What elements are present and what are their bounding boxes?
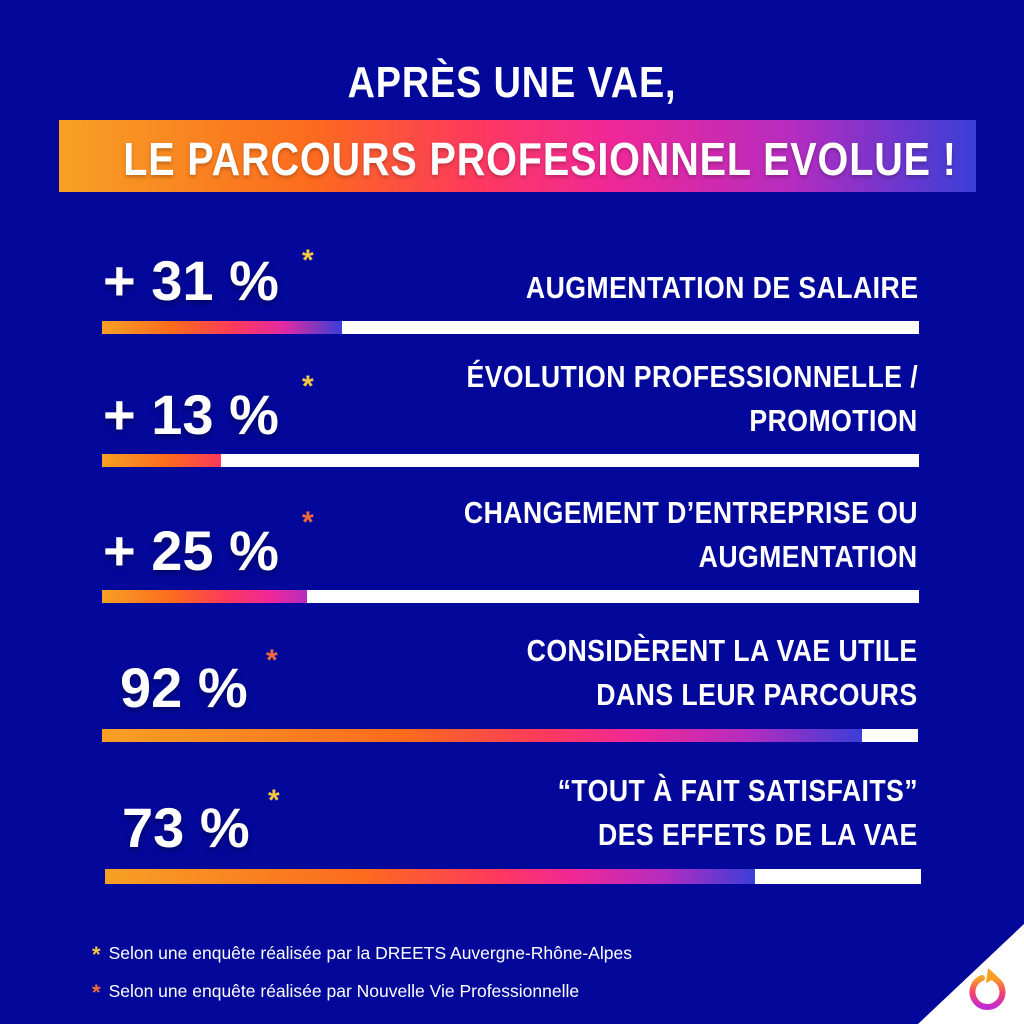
stat-value: 92 % [120, 656, 248, 719]
stat-label: AUGMENTATION DE SALAIRE [525, 270, 918, 305]
stat-label-line-1: “TOUT À FAIT SATISFAITS” [557, 773, 918, 808]
stat-value: + 13 % [103, 383, 279, 446]
progress-fill [102, 590, 307, 603]
stat-label-line-1: CONSIDÈRENT LA VAE UTILE [527, 633, 918, 668]
stat-label-line-2: DANS LEUR PARCOURS [596, 677, 918, 712]
progress-bar [105, 869, 921, 884]
corner-triangle [918, 924, 1024, 1024]
progress-bar [102, 590, 919, 603]
circular-arrow-icon [969, 968, 1006, 1010]
stat-label-line-2: PROMOTION [749, 403, 918, 438]
footnote-text: Selon une enquête réalisée par la DREETS… [108, 943, 632, 963]
progress-bar [102, 321, 919, 334]
asterisk-icon: * [302, 506, 314, 539]
progress-fill [102, 454, 221, 467]
progress-fill [102, 729, 862, 742]
stat-label-line-1: ÉVOLUTION PROFESSIONNELLE / [466, 359, 918, 394]
stat-label-line-2: AUGMENTATION [699, 539, 918, 574]
footnote-dreets: * Selon une enquête réalisée par la DREET… [92, 942, 632, 968]
footnote-text: Selon une enquête réalisée par Nouvelle … [108, 981, 580, 1001]
progress-bar [102, 729, 918, 742]
asterisk-icon: * [268, 784, 280, 817]
footnote-nvp: * Selon une enquête réalisée par Nouvelle… [92, 980, 579, 1006]
stat-value: + 31 % [103, 249, 279, 312]
stat-label-line-2: DES EFFETS DE LA VAE [598, 817, 918, 852]
title-banner: LE PARCOURS PROFESIONNEL EVOLUE ! [59, 120, 976, 192]
asterisk-icon: * [302, 244, 314, 277]
asterisk-icon: * [92, 980, 101, 1005]
progress-bar [102, 454, 919, 467]
asterisk-icon: * [302, 370, 314, 403]
stat-value: + 25 % [103, 519, 279, 582]
asterisk-icon: * [92, 942, 101, 967]
stat-label-line-1: CHANGEMENT D’ENTREPRISE OU [463, 495, 918, 530]
title-line-1: APRÈS UNE VAE, [347, 58, 677, 107]
progress-fill [102, 321, 342, 334]
title-line-2: LE PARCOURS PROFESIONNEL EVOLUE ! [123, 133, 957, 185]
stat-value: 73 % [122, 796, 250, 859]
progress-fill [105, 869, 755, 884]
asterisk-icon: * [266, 644, 278, 677]
